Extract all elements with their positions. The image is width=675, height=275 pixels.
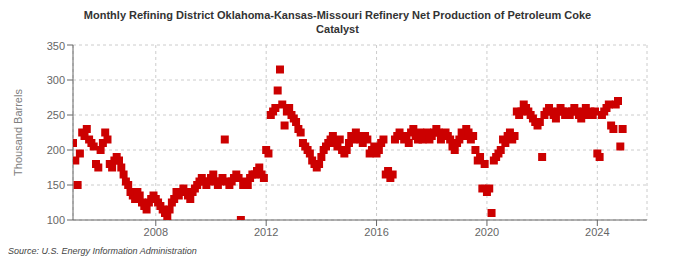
svg-text:2008: 2008 <box>144 226 168 238</box>
svg-text:2024: 2024 <box>585 226 609 238</box>
svg-text:200: 200 <box>47 144 65 156</box>
html-text:Monthly Refining District Okla: Monthly Refining District Oklahoma-Kansa… <box>83 9 592 21</box>
svg-text:Thousand Barrels: Thousand Barrels <box>12 89 24 176</box>
svg-text:2016: 2016 <box>364 226 388 238</box>
svg-text:250: 250 <box>47 109 65 121</box>
svg-text:350: 350 <box>47 40 65 52</box>
svg-text:100: 100 <box>47 214 65 226</box>
svg-text:150: 150 <box>47 179 65 191</box>
svg-text:2012: 2012 <box>254 226 278 238</box>
html-text:Source: U.S. Energy Informatio: Source: U.S. Energy Information Administ… <box>8 246 197 256</box>
html-text:Catalyst: Catalyst <box>316 23 359 35</box>
svg-text:2020: 2020 <box>475 226 499 238</box>
svg-text:300: 300 <box>47 74 65 86</box>
